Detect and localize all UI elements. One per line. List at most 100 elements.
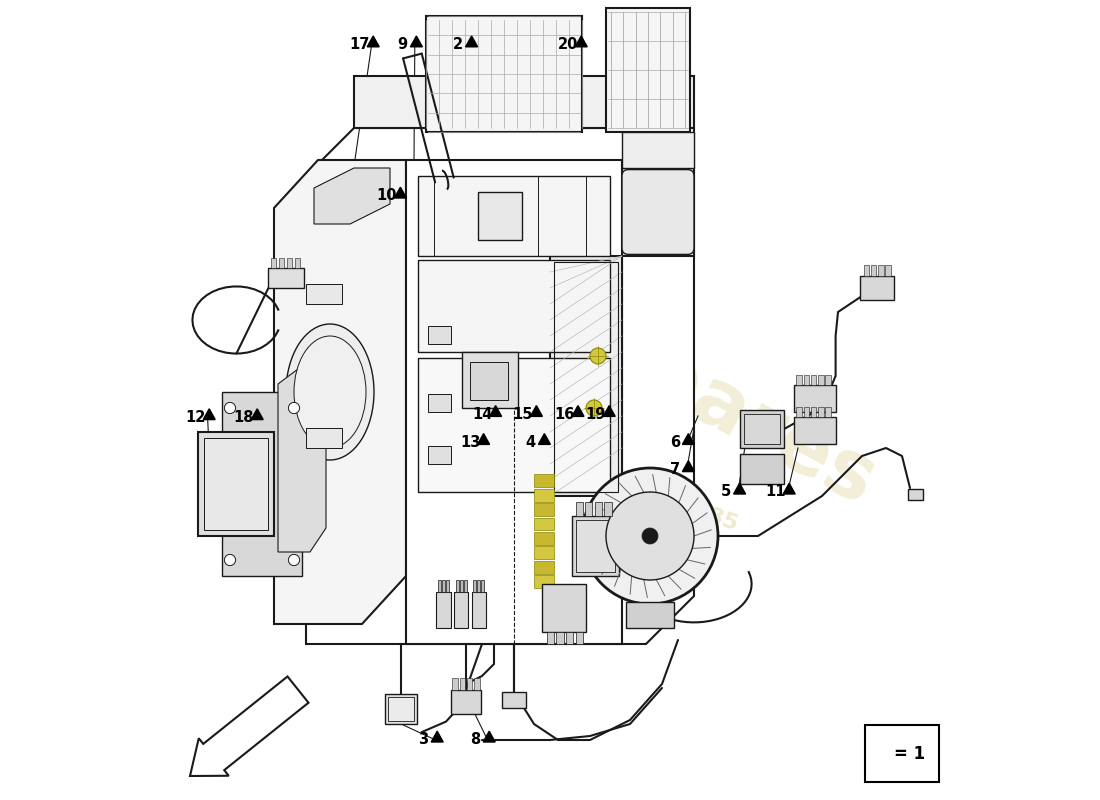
Bar bbox=[886, 265, 891, 276]
Bar bbox=[418, 260, 610, 352]
Polygon shape bbox=[682, 434, 694, 444]
Bar bbox=[534, 518, 554, 530]
Bar bbox=[278, 258, 285, 268]
Polygon shape bbox=[431, 731, 443, 742]
Text: 2: 2 bbox=[453, 38, 463, 52]
Bar bbox=[451, 690, 481, 714]
Text: 10: 10 bbox=[376, 189, 397, 203]
Bar bbox=[470, 362, 508, 400]
Polygon shape bbox=[483, 731, 495, 742]
Bar bbox=[542, 584, 586, 632]
FancyBboxPatch shape bbox=[621, 170, 694, 254]
Polygon shape bbox=[306, 128, 694, 644]
Bar bbox=[455, 580, 459, 592]
Bar bbox=[626, 602, 674, 628]
Bar bbox=[534, 503, 554, 516]
Bar bbox=[295, 258, 300, 268]
Bar bbox=[595, 502, 602, 516]
Text: eurospares: eurospares bbox=[403, 214, 889, 522]
Bar bbox=[825, 375, 830, 385]
Bar bbox=[864, 265, 869, 276]
Polygon shape bbox=[621, 132, 694, 168]
Polygon shape bbox=[462, 352, 518, 408]
Bar bbox=[534, 575, 554, 588]
Bar bbox=[481, 580, 484, 592]
Bar bbox=[818, 407, 824, 417]
Bar bbox=[576, 520, 615, 572]
Bar bbox=[454, 592, 469, 628]
Bar bbox=[585, 502, 593, 516]
Text: 19: 19 bbox=[585, 407, 606, 422]
Bar bbox=[796, 407, 802, 417]
Polygon shape bbox=[572, 406, 584, 416]
Polygon shape bbox=[682, 461, 694, 472]
Bar bbox=[811, 375, 816, 385]
Polygon shape bbox=[251, 409, 263, 419]
Polygon shape bbox=[538, 434, 550, 444]
Bar bbox=[534, 532, 554, 545]
Bar bbox=[460, 678, 465, 690]
Polygon shape bbox=[410, 36, 422, 46]
Text: 3: 3 bbox=[418, 733, 429, 747]
Bar bbox=[860, 276, 894, 300]
Bar bbox=[446, 580, 449, 592]
FancyArrow shape bbox=[190, 677, 308, 776]
Bar bbox=[866, 725, 938, 782]
Bar bbox=[547, 632, 554, 644]
Bar bbox=[871, 265, 877, 276]
Bar bbox=[418, 358, 610, 492]
Circle shape bbox=[582, 468, 718, 604]
Polygon shape bbox=[783, 483, 795, 494]
Bar bbox=[534, 474, 554, 487]
Circle shape bbox=[642, 528, 658, 544]
Circle shape bbox=[288, 554, 299, 566]
Text: 7: 7 bbox=[670, 462, 680, 477]
Bar bbox=[818, 375, 824, 385]
Bar bbox=[271, 258, 276, 268]
Ellipse shape bbox=[294, 336, 366, 448]
Polygon shape bbox=[395, 187, 406, 198]
Bar bbox=[575, 632, 583, 644]
Bar bbox=[428, 326, 451, 344]
Bar bbox=[428, 446, 451, 464]
Bar bbox=[466, 678, 472, 690]
Text: 6: 6 bbox=[670, 435, 680, 450]
Bar bbox=[385, 694, 417, 724]
Polygon shape bbox=[354, 76, 694, 128]
Bar bbox=[268, 268, 305, 288]
Text: 20: 20 bbox=[558, 38, 578, 52]
Polygon shape bbox=[550, 256, 622, 496]
Polygon shape bbox=[490, 406, 502, 416]
Bar bbox=[745, 414, 780, 444]
Text: 17: 17 bbox=[350, 38, 370, 52]
Bar bbox=[287, 258, 293, 268]
Text: 12: 12 bbox=[186, 410, 206, 425]
Circle shape bbox=[586, 400, 602, 416]
Bar bbox=[437, 592, 451, 628]
Text: 16: 16 bbox=[554, 407, 574, 422]
Bar bbox=[575, 502, 583, 516]
Text: 14: 14 bbox=[472, 407, 492, 422]
Bar bbox=[794, 417, 836, 444]
Circle shape bbox=[224, 554, 235, 566]
Circle shape bbox=[590, 348, 606, 364]
Bar bbox=[463, 580, 466, 592]
Bar bbox=[474, 678, 480, 690]
Bar bbox=[566, 632, 573, 644]
Bar bbox=[388, 697, 414, 721]
Ellipse shape bbox=[286, 324, 374, 460]
Bar bbox=[473, 580, 476, 592]
Text: a passion since 1985: a passion since 1985 bbox=[487, 426, 740, 534]
Bar bbox=[740, 454, 784, 484]
Polygon shape bbox=[477, 434, 490, 444]
Polygon shape bbox=[406, 160, 621, 644]
Bar bbox=[442, 580, 446, 592]
Polygon shape bbox=[274, 160, 406, 624]
Polygon shape bbox=[603, 406, 615, 416]
Circle shape bbox=[224, 402, 235, 414]
Bar bbox=[306, 284, 342, 304]
Bar bbox=[472, 592, 486, 628]
Bar bbox=[606, 8, 690, 132]
Bar bbox=[460, 580, 463, 592]
Polygon shape bbox=[278, 360, 326, 552]
